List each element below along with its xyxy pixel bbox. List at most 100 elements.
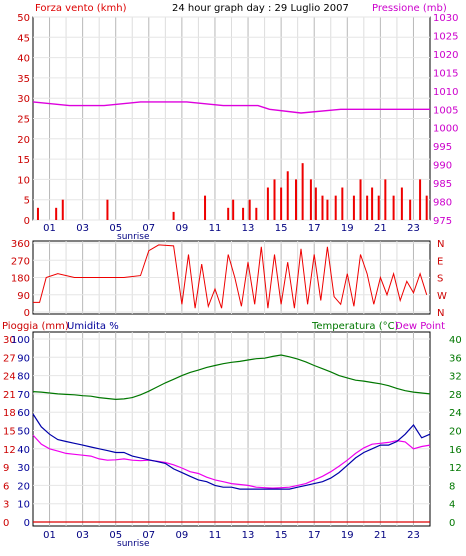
pressure-tick-label: 980 [433,198,452,209]
pressure-tick-label: 975 [433,216,452,227]
wind-bar [248,199,251,220]
humidity-tick-label: 40 [17,445,30,456]
temperature-axis-label: Temperatura (°C) [311,321,399,332]
humidity-axis-label: Umidita % [67,321,119,332]
wind-bar [341,187,344,220]
wind-bar [55,207,58,220]
pressure-tick-label: 995 [433,142,452,153]
wind-bar [273,179,276,220]
wind-bar [227,207,230,220]
wind-bar [204,195,207,220]
wind-tick-label: 50 [17,13,30,24]
sunrise-label-top: sunrise [117,232,150,242]
pressure-tick-label: 1005 [433,105,458,116]
hour-tick-label: 17 [308,530,321,541]
hour-tick-label: 11 [209,530,222,541]
humidity-axis-ticks: 0 10 20 30 40 50 60 70 80 90 100 [11,335,30,529]
rain-tick-label: 18 [3,408,16,419]
rain-tick-label: 24 [3,372,16,383]
temperature-line [32,354,431,401]
hour-tick-label: 03 [76,223,89,234]
wind-bar [309,179,312,220]
wind-bar [266,187,269,220]
direction-degree-label: 0 [24,308,30,319]
wind-tick-label: 35 [17,74,30,85]
dewpoint-line [32,434,431,489]
direction-line [33,244,428,309]
wind-bar [295,179,298,220]
humidity-tick-label: 0 [24,518,30,529]
wind-tick-label: 25 [17,115,30,126]
temperature-tick-label: 20 [449,427,462,438]
weather-panel-hour-ticks: 01 03 05 07 09 11 13 15 17 19 21 23 [43,530,420,541]
pressure-axis-label: Pressione (mb) [372,3,447,14]
humidity-line [32,413,431,490]
wind-bar [326,199,329,220]
compass-label: S [437,274,443,285]
wind-axis-label: Forza vento (kmh) [35,3,127,14]
humidity-tick-label: 10 [17,500,30,511]
hour-tick-label: 09 [176,530,189,541]
rain-axis-label: Pioggia (mm) [2,321,69,332]
temperature-axis-ticks: 0 4 8 12 16 20 24 28 32 36 40 [449,335,462,529]
hour-tick-label: 23 [407,530,420,541]
direction-panel-grid [33,241,430,314]
wind-bar [392,195,395,220]
hour-tick-label: 19 [341,530,354,541]
pressure-tick-label: 985 [433,179,452,190]
temperature-tick-label: 0 [449,518,455,529]
compass-label: N [437,239,444,250]
humidity-tick-label: 20 [17,481,30,492]
rain-axis-ticks: 0 3 6 9 12 15 18 21 24 27 30 [3,335,16,529]
direction-degree-ticks: 0 90 180 270 360 [11,239,30,319]
dewpoint-axis-label: Dew Point [395,321,445,332]
rain-tick-label: 15 [3,427,16,438]
wind-tick-label: 15 [17,155,30,166]
hour-tick-label: 05 [109,223,122,234]
hour-tick-label: 07 [142,530,155,541]
temperature-tick-label: 24 [449,408,462,419]
temperature-tick-label: 28 [449,390,462,401]
wind-bar [255,207,258,220]
wind-bar [61,199,64,220]
wind-panel-grid [33,16,430,221]
wind-bar [400,187,403,220]
wind-axis-ticks: 0 5 10 15 20 25 30 35 40 45 50 [17,13,30,227]
compass-label: W [437,291,447,302]
rain-tick-label: 21 [3,390,16,401]
wind-bar [172,211,175,220]
rain-tick-label: 6 [3,481,9,492]
pressure-tick-label: 990 [433,161,452,172]
wind-bar [106,199,109,220]
wind-tick-label: 20 [17,135,30,146]
graph-title: 24 hour graph day : 29 Luglio 2007 [172,3,349,14]
wind-bar [359,179,362,220]
wind-tick-label: 5 [24,196,30,207]
pressure-axis-ticks: 975 980 985 990 995 1000 1005 1010 1015 1020 1025 1… [433,13,458,227]
wind-tick-label: 0 [24,216,30,227]
wind-bar [242,207,245,220]
hour-tick-label: 17 [308,223,321,234]
humidity-tick-label: 30 [17,463,30,474]
direction-degree-label: 180 [11,274,30,285]
sunrise-label-bottom: sunrise [117,539,150,549]
temperature-tick-label: 40 [449,335,462,346]
hour-tick-label: 15 [275,530,288,541]
rain-tick-label: 9 [3,463,9,474]
rain-tick-label: 12 [3,445,16,456]
wind-bar [321,195,324,220]
temperature-tick-label: 16 [449,445,462,456]
rain-tick-label: 30 [3,335,16,346]
hour-tick-label: 03 [76,530,89,541]
hour-tick-label: 23 [407,223,420,234]
temperature-tick-label: 8 [449,481,455,492]
rain-tick-label: 0 [3,518,9,529]
rain-tick-label: 3 [3,500,9,511]
wind-bar [371,187,374,220]
pressure-tick-label: 1025 [433,31,458,42]
direction-degree-label: 90 [17,291,30,302]
